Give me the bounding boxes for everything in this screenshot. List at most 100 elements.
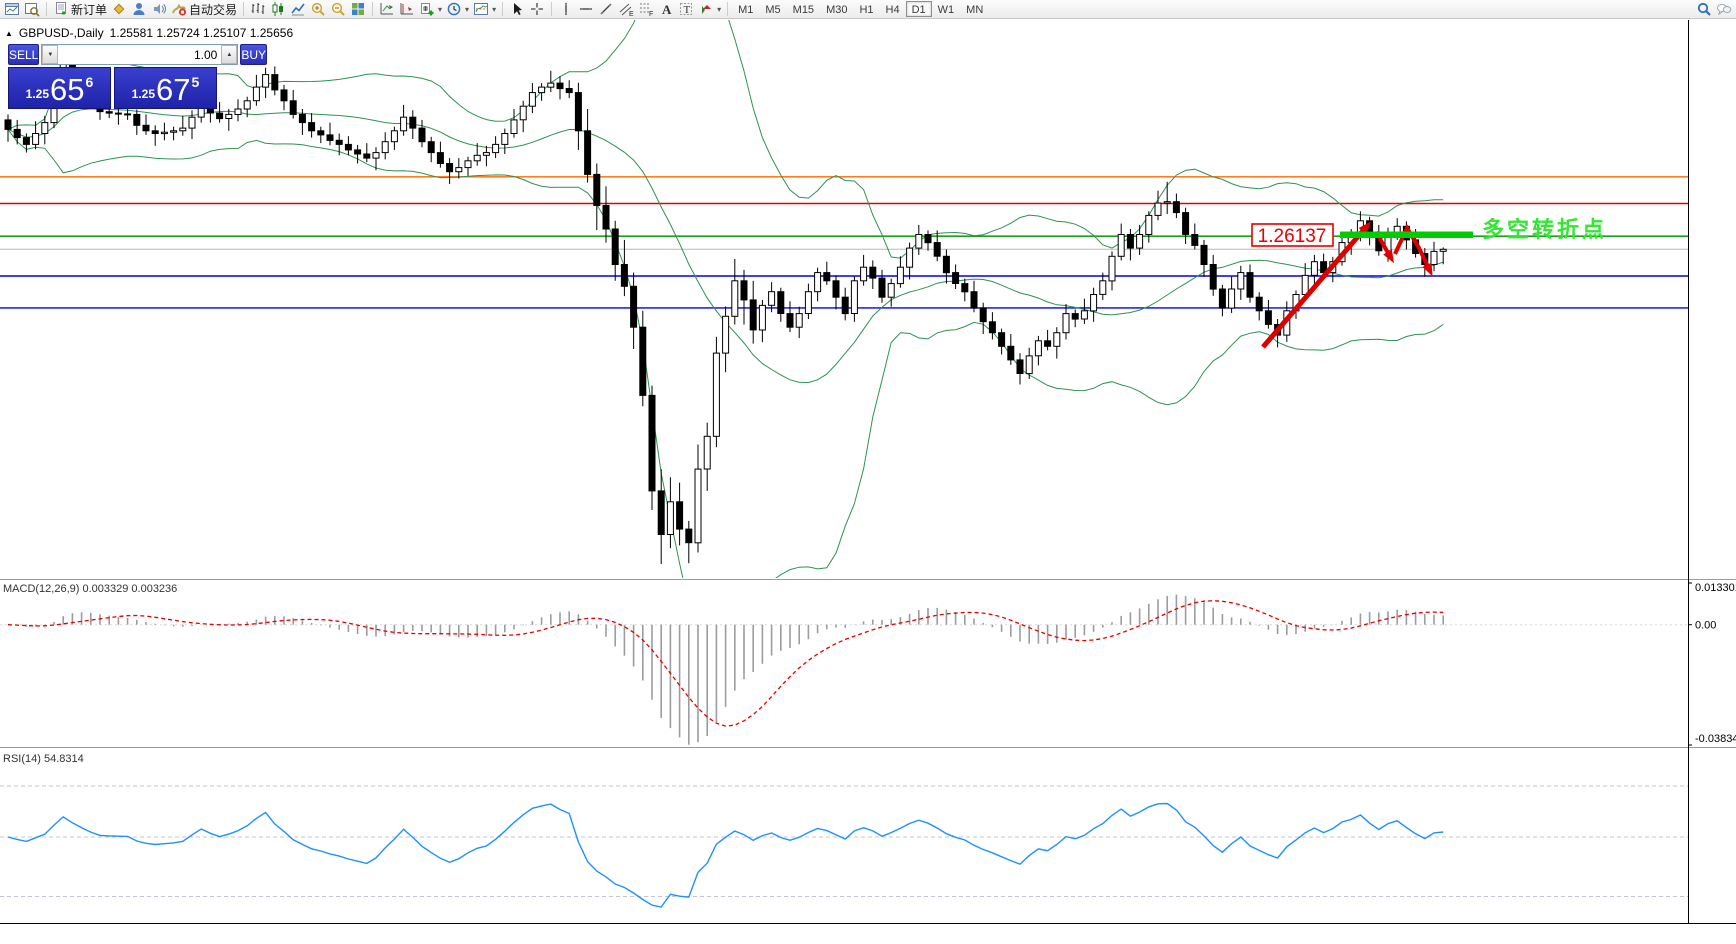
fibonacci-icon: F [638,1,654,17]
toolbar-separator [243,2,245,16]
arrange-cursor-button[interactable] [397,1,417,18]
autotrade-icon [171,1,187,17]
indicators-icon [473,1,489,17]
price-callout-text: 1.26137 [1258,226,1327,247]
rsi-pane: RSI(14) 54.8314 [0,753,1688,908]
clock-button[interactable]: ▾ [444,1,471,18]
ohlc-readout: 1.25581 1.25724 1.25107 1.25656 [109,26,294,40]
timeframe-button-W1[interactable]: W1 [932,1,961,17]
signals-icon [151,1,167,17]
sell-button[interactable]: SELL [8,44,40,65]
tile-windows-button[interactable] [348,1,368,18]
turning-point-bar[interactable] [1340,231,1473,239]
svg-text:A: A [662,2,672,17]
indicators-button[interactable]: ▾ [471,1,498,18]
community-icon [131,1,147,17]
timeframe-button-MN[interactable]: MN [960,1,989,17]
svg-text:T: T [684,4,691,16]
svg-text:-0.038343: -0.038343 [1695,733,1736,745]
trend-arrow-up[interactable] [1261,221,1371,349]
fibonacci-button[interactable]: F [636,1,656,18]
equidistant-channel-icon: E [618,1,634,17]
collapse-icon[interactable]: ▲ [5,28,13,38]
buy-button[interactable]: BUY [240,44,268,65]
volume-control: ▼ ▲ [41,44,239,65]
search-icon [1696,1,1712,17]
community-button[interactable] [129,1,149,18]
dropdown-arrow-icon: ▾ [465,4,470,14]
add-chart-icon [419,1,435,17]
dropdown-arrow-icon: ▾ [438,4,443,14]
search-button[interactable] [1694,1,1714,18]
arrange-indicators-icon [379,1,395,17]
candles-chart-icon [270,1,286,17]
timeframe-button-D1[interactable]: D1 [905,1,932,17]
turning-point-label: 多空转折点 [1482,217,1607,242]
toolbar-separator [727,2,729,16]
horizontal-line-button[interactable] [576,1,596,18]
zoom-in-button[interactable] [308,1,328,18]
symbol-period-label: GBPUSD-,Daily [18,26,104,40]
buy-price-display[interactable]: 1.25 67 5 [114,67,217,109]
shapes-button[interactable]: ▾ [696,1,723,18]
crosshair-icon [529,1,545,17]
zoom-in-icon [310,1,326,17]
timeframe-button-H4[interactable]: H4 [880,1,906,17]
volume-increase-button[interactable]: ▲ [221,45,238,64]
chart-profile-button[interactable] [22,1,42,18]
chart-window-icon [4,1,20,17]
bars-chart-button[interactable] [248,1,268,18]
chat-icon [1716,1,1732,17]
volume-decrease-button[interactable]: ▼ [42,45,59,64]
timeframe-button-M15[interactable]: M15 [787,1,820,17]
zoom-out-icon [330,1,346,17]
horizontal-line-icon [578,1,594,17]
text-icon: A [658,1,674,17]
trendline-icon [598,1,614,17]
crosshair-button[interactable] [527,1,547,18]
toolbar-separator [551,2,553,16]
timeframe-button-H1[interactable]: H1 [853,1,879,17]
market-button[interactable] [109,1,129,18]
chart-background [0,19,1736,944]
svg-text:F: F [649,11,653,17]
svg-text:E: E [629,11,634,17]
text-button[interactable]: A [656,1,676,18]
add-chart-button[interactable]: ▾ [417,1,444,18]
price-callout-box[interactable] [1251,223,1334,247]
line-chart-button[interactable] [288,1,308,18]
svg-text:0.013301: 0.013301 [1695,582,1736,594]
zoom-out-button[interactable] [328,1,348,18]
bars-chart-icon [250,1,266,17]
vertical-line-button[interactable] [556,1,576,18]
equidistant-channel-button[interactable]: E [616,1,636,18]
pane-separators[interactable] [0,20,1736,924]
autotrade-button[interactable]: 自动交易 [169,1,239,18]
trendline-button[interactable] [596,1,616,18]
clock-icon [446,1,462,17]
arrange-cursor-icon [399,1,415,17]
macd-signal-line [7,600,1444,727]
vertical-line-icon [558,1,574,17]
timeframe-button-M1[interactable]: M1 [732,1,759,17]
chart-window-button[interactable] [2,1,22,18]
candles-chart-button[interactable] [268,1,288,18]
new-order-button[interactable]: 新订单 [51,1,109,18]
new-order-label: 新订单 [71,2,108,17]
chart-annotations[interactable]: 1.26137 多空转折点 [1251,217,1607,349]
chat-button[interactable] [1714,1,1734,18]
rsi-label: RSI(14) 54.8314 [3,753,84,765]
sell-price-display[interactable]: 1.25 65 6 [8,67,111,109]
timeframe-button-M5[interactable]: M5 [759,1,786,17]
cursor-button[interactable] [507,1,527,18]
timeframe-button-M30[interactable]: M30 [820,1,853,17]
volume-input[interactable] [58,45,222,64]
arrange-indicators-button[interactable] [377,1,397,18]
signals-button[interactable] [149,1,169,18]
text-label-button[interactable]: T [676,1,696,18]
toolbar-separator [46,2,47,16]
toolbar-separator [372,2,374,16]
toolbar-separator [502,2,504,16]
